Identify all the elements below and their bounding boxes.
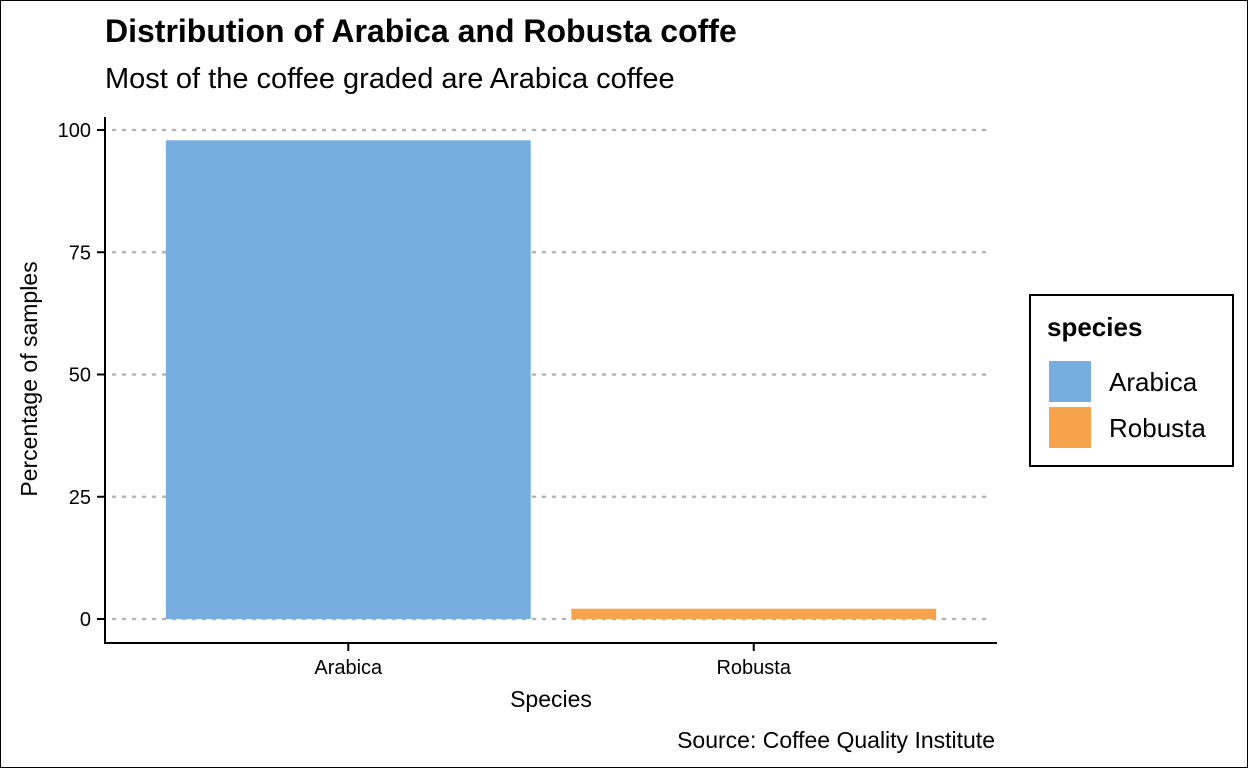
y-tick-label: 75 xyxy=(69,242,91,264)
legend-key-arabica xyxy=(1049,361,1091,402)
legend-key-robusta xyxy=(1049,407,1091,448)
y-axis-label: Percentage of samples xyxy=(16,261,42,496)
axes xyxy=(104,117,997,644)
y-tick-label: 100 xyxy=(58,120,91,142)
x-tick-label: Arabica xyxy=(314,657,383,679)
legend-label: Arabica xyxy=(1109,367,1198,397)
y-tick-label: 0 xyxy=(80,609,91,631)
x-ticks: Arabica Robusta xyxy=(314,643,792,679)
bar-arabica xyxy=(165,140,531,620)
chart-title: Distribution of Arabica and Robusta coff… xyxy=(105,13,737,49)
x-axis-label: Species xyxy=(510,686,592,712)
bar-robusta xyxy=(571,608,937,619)
y-ticks: 0 25 50 75 100 xyxy=(58,120,105,631)
legend: species Arabica Robusta xyxy=(1029,294,1234,467)
legend-title: species xyxy=(1047,312,1143,342)
y-tick-label: 50 xyxy=(69,365,91,387)
bars xyxy=(165,140,937,620)
y-tick-label: 25 xyxy=(69,487,91,509)
plot-area: 0 25 50 75 100 Arabica Robusta Species Percen… xyxy=(16,117,997,712)
x-tick-label: Robusta xyxy=(716,657,791,679)
chart-subtitle: Most of the coffee graded are Arabica co… xyxy=(105,63,675,95)
chart-caption: Source: Coffee Quality Institute xyxy=(677,727,995,753)
legend-label: Robusta xyxy=(1109,413,1206,443)
legend-item-arabica: Arabica xyxy=(1049,361,1229,405)
legend-item-robusta: Robusta xyxy=(1049,407,1229,451)
